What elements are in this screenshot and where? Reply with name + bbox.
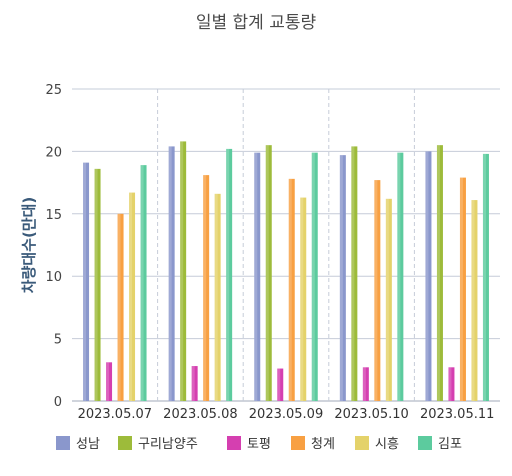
bar bbox=[482, 153, 489, 401]
y-axis-label: 차량대수(만대) bbox=[20, 197, 38, 294]
bar bbox=[459, 177, 466, 401]
bar-highlight bbox=[168, 146, 172, 401]
x-tick-label: 2023.05.09 bbox=[249, 407, 323, 422]
bar-highlight bbox=[436, 145, 440, 401]
y-tick-label: 0 bbox=[54, 395, 62, 410]
bar-highlight bbox=[214, 193, 218, 401]
legend-label: 청계 bbox=[311, 437, 335, 452]
y-tick-label: 10 bbox=[45, 270, 62, 285]
bar-highlight bbox=[362, 367, 366, 401]
bar bbox=[117, 213, 124, 401]
bar bbox=[374, 180, 381, 401]
bar bbox=[226, 148, 233, 401]
legend-swatch bbox=[118, 436, 132, 450]
bar bbox=[191, 366, 198, 401]
y-tick-label: 5 bbox=[54, 333, 62, 348]
bar bbox=[311, 152, 318, 401]
bar-highlight bbox=[339, 155, 343, 401]
bar-highlight bbox=[471, 200, 475, 401]
legend: 성남 구리남양주 토평 청계 시흥 김포 bbox=[56, 436, 462, 452]
bar-highlight bbox=[106, 362, 110, 401]
bar bbox=[94, 168, 101, 401]
bar bbox=[351, 146, 358, 401]
bar-highlight bbox=[311, 152, 315, 401]
legend-label: 시흥 bbox=[375, 437, 399, 452]
bar bbox=[425, 151, 432, 401]
bar-highlight bbox=[374, 180, 378, 401]
bar-highlight bbox=[191, 366, 195, 401]
bar-highlight bbox=[397, 152, 401, 401]
bar bbox=[397, 152, 404, 401]
bar-highlight bbox=[288, 178, 292, 401]
bar bbox=[339, 155, 346, 401]
bar-highlight bbox=[129, 192, 133, 401]
bar-highlight bbox=[117, 213, 121, 401]
bar bbox=[214, 193, 221, 401]
bar-highlight bbox=[300, 197, 304, 401]
bar-highlight bbox=[203, 175, 207, 401]
legend-swatch bbox=[418, 436, 432, 450]
legend-swatch bbox=[227, 436, 241, 450]
x-tick-label: 2023.05.08 bbox=[163, 407, 237, 422]
y-axis-ticks: 0 5 10 15 20 25 bbox=[45, 83, 62, 410]
legend-label: 구리남양주 bbox=[138, 437, 198, 452]
bar bbox=[106, 362, 113, 401]
bar-highlight bbox=[265, 145, 269, 401]
bar-highlight bbox=[385, 198, 389, 401]
y-tick-label: 20 bbox=[45, 145, 62, 160]
bar-highlight bbox=[277, 368, 281, 401]
x-axis-ticks: 2023.05.07 2023.05.08 2023.05.09 2023.05.10… bbox=[78, 407, 495, 422]
bar bbox=[300, 197, 307, 401]
bar bbox=[168, 146, 175, 401]
y-tick-label: 15 bbox=[45, 208, 62, 223]
bar-highlight bbox=[448, 367, 452, 401]
bar bbox=[129, 192, 136, 401]
bar-highlight bbox=[351, 146, 355, 401]
bar bbox=[385, 198, 392, 401]
bar-highlight bbox=[459, 177, 463, 401]
bar-highlight bbox=[94, 168, 98, 401]
bar-highlight bbox=[180, 141, 184, 401]
bar-highlight bbox=[254, 152, 258, 401]
bar-highlight bbox=[140, 165, 144, 401]
legend-label: 김포 bbox=[438, 437, 462, 452]
bar-highlight bbox=[482, 153, 486, 401]
legend-swatch bbox=[355, 436, 369, 450]
bar bbox=[362, 367, 369, 401]
legend-label: 성남 bbox=[76, 437, 100, 452]
bars bbox=[83, 141, 489, 401]
y-tick-label: 25 bbox=[45, 83, 62, 98]
legend-label: 토평 bbox=[247, 437, 271, 452]
x-tick-label: 2023.05.11 bbox=[420, 407, 494, 422]
chart-title: 일별 합계 교통량 bbox=[196, 13, 317, 33]
bar bbox=[180, 141, 187, 401]
bar-highlight bbox=[226, 148, 230, 401]
bar bbox=[436, 145, 443, 401]
bar bbox=[140, 165, 147, 401]
bar bbox=[471, 200, 478, 401]
bar bbox=[203, 175, 210, 401]
bar bbox=[277, 368, 284, 401]
bar bbox=[265, 145, 272, 401]
bar-highlight bbox=[83, 162, 87, 401]
bar bbox=[254, 152, 261, 401]
bar-highlight bbox=[425, 151, 429, 401]
bar bbox=[448, 367, 455, 401]
bar bbox=[288, 178, 295, 401]
legend-swatch bbox=[56, 436, 70, 450]
x-tick-label: 2023.05.07 bbox=[78, 407, 152, 422]
bar bbox=[83, 162, 90, 401]
gridlines bbox=[72, 88, 500, 402]
legend-swatch bbox=[291, 436, 305, 450]
x-tick-label: 2023.05.10 bbox=[334, 407, 408, 422]
